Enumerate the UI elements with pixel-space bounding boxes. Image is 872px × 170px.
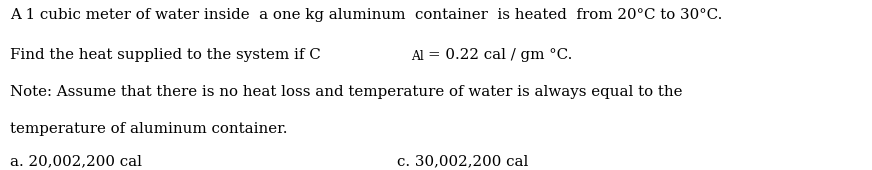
Text: = 0.22 cal / gm °C.: = 0.22 cal / gm °C.: [428, 48, 572, 62]
Text: Note: Assume that there is no heat loss and temperature of water is always equal: Note: Assume that there is no heat loss …: [10, 85, 683, 99]
Text: A 1 cubic meter of water inside  a one kg aluminum  container  is heated  from 2: A 1 cubic meter of water inside a one kg…: [10, 8, 723, 22]
Text: Find the heat supplied to the system if C: Find the heat supplied to the system if …: [10, 48, 321, 62]
Text: a. 20,002,200 cal: a. 20,002,200 cal: [10, 155, 142, 169]
Text: c. 30,002,200 cal: c. 30,002,200 cal: [397, 155, 528, 169]
Text: Al: Al: [412, 50, 424, 63]
Text: temperature of aluminum container.: temperature of aluminum container.: [10, 122, 288, 135]
